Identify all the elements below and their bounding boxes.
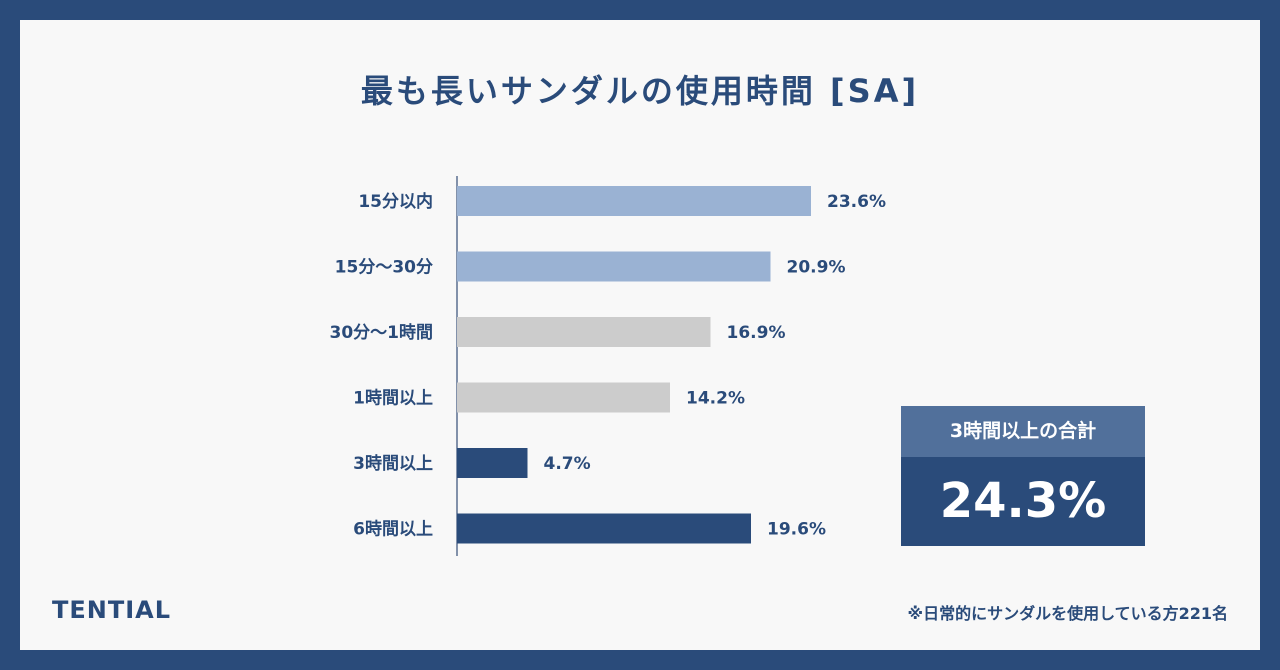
chart-title: 最も長いサンダルの使用時間 [SA] bbox=[360, 72, 920, 110]
summary-label: 3時間以上の合計 bbox=[901, 406, 1145, 457]
category-label: 15分以内 bbox=[358, 191, 433, 212]
category-label: 30分～1時間 bbox=[330, 322, 434, 343]
value-label: 23.6% bbox=[827, 192, 886, 212]
value-label: 20.9% bbox=[787, 258, 846, 278]
category-label: 6時間以上 bbox=[353, 519, 433, 540]
value-label: 16.9% bbox=[727, 323, 786, 343]
bar-4 bbox=[457, 382, 670, 413]
brand-logo: TENTIAL bbox=[52, 596, 172, 624]
value-label: 19.6% bbox=[767, 520, 826, 540]
value-label: 14.2% bbox=[686, 389, 745, 409]
bar-2 bbox=[457, 251, 771, 282]
summary-box: 3時間以上の合計 24.3% bbox=[901, 406, 1145, 546]
bar-5 bbox=[457, 448, 528, 478]
category-label: 3時間以上 bbox=[353, 453, 433, 474]
bar-group: 15分以内 23.6% 15分～30分 20.9% 30分～1時間 16.9% 1時間以上 1… bbox=[330, 186, 886, 544]
category-label: 1時間以上 bbox=[353, 388, 433, 409]
bar-1 bbox=[457, 186, 811, 216]
category-label: 15分～30分 bbox=[335, 258, 433, 278]
value-label: 4.7% bbox=[544, 454, 591, 474]
bar-6 bbox=[457, 513, 751, 544]
footnote: ※日常的にサンダルを使用している方221名 bbox=[907, 604, 1228, 623]
summary-value: 24.3% bbox=[901, 457, 1145, 546]
bar-3 bbox=[457, 317, 711, 347]
